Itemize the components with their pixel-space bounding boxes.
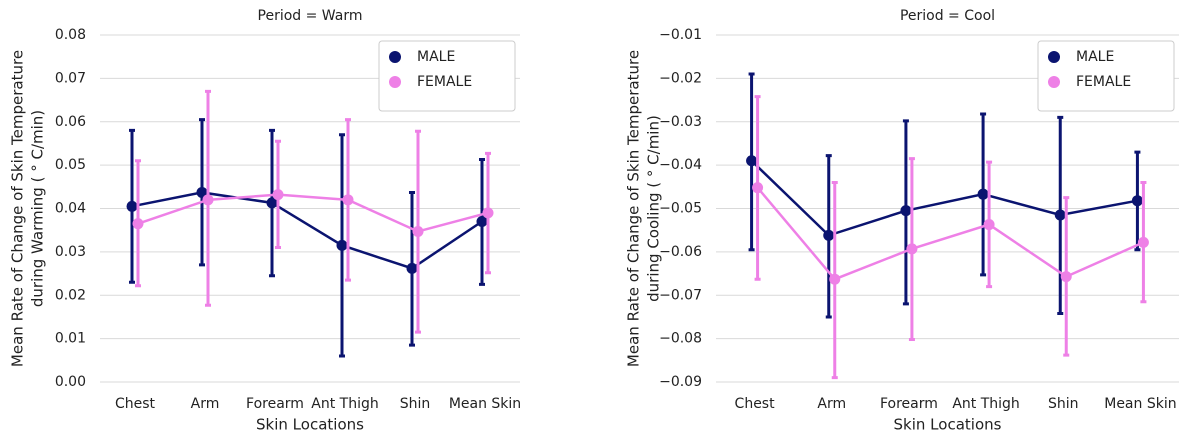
series-line [137, 193, 489, 233]
y-tick-label: 0.03 [55, 244, 86, 260]
point [412, 225, 424, 237]
x-tick-label: Mean Skin [1104, 396, 1176, 412]
legend-marker [1048, 51, 1060, 63]
series [746, 72, 1143, 319]
point [1131, 195, 1143, 207]
point [476, 216, 488, 228]
y-tick-label: −0.01 [659, 27, 702, 43]
x-tick-label: Chest [735, 396, 776, 412]
point [126, 200, 138, 212]
point [983, 219, 995, 231]
x-tick-label: Ant Thigh [311, 396, 378, 412]
x-tick-label: Forearm [880, 396, 938, 412]
y-tick-label: 0.01 [55, 331, 86, 347]
x-tick-label: Chest [115, 396, 156, 412]
y-tick-label: −0.06 [659, 244, 702, 260]
point [1054, 209, 1066, 221]
series [752, 95, 1149, 380]
y-tick-label: 0.05 [55, 157, 86, 173]
x-tick-label: Mean Skin [449, 396, 521, 412]
legend-box [1037, 40, 1175, 112]
point [906, 243, 918, 255]
point [406, 262, 418, 274]
point [202, 194, 214, 206]
point [196, 186, 208, 198]
point [746, 155, 758, 167]
point [132, 218, 144, 230]
y-tick-label: 0.00 [55, 374, 86, 390]
y-tick-label: 0.08 [55, 27, 86, 43]
y-tick-label: −0.08 [659, 331, 702, 347]
point [900, 205, 912, 217]
point [1137, 236, 1149, 248]
y-tick-label: 0.06 [55, 114, 86, 130]
chart-title: Period = Cool [900, 8, 995, 24]
x-tick-label: Arm [817, 396, 846, 412]
y-tick-label: −0.04 [659, 157, 702, 173]
legend-marker [389, 51, 401, 63]
point [272, 189, 284, 201]
y-tick-label: −0.05 [659, 201, 702, 217]
legend-label: MALE [417, 49, 455, 65]
x-tick-label: Forearm [246, 396, 304, 412]
x-axis-label: Skin Locations [894, 416, 1002, 434]
y-tick-label: 0.07 [55, 70, 86, 86]
y-tick-label: −0.07 [659, 287, 702, 303]
series-line [750, 159, 1138, 237]
point [752, 182, 764, 194]
point [977, 188, 989, 200]
y-tick-label: 0.02 [55, 287, 86, 303]
y-axis-label: during Warming ( ° C/min) [29, 110, 47, 307]
y-tick-label: −0.09 [659, 374, 702, 390]
point [823, 229, 835, 241]
point [1060, 271, 1072, 283]
chart-title: Period = Warm [258, 8, 363, 24]
point [829, 273, 841, 285]
y-axis-label: Mean Rate of Change of Skin Temperature [625, 50, 643, 367]
legend-label: FEMALE [417, 74, 472, 90]
y-tick-label: 0.04 [55, 201, 86, 217]
legend-label: FEMALE [1076, 74, 1131, 90]
y-tick-label: −0.03 [659, 114, 702, 130]
series [126, 118, 488, 358]
point [266, 197, 278, 209]
x-axis-label: Skin Locations [256, 416, 364, 434]
y-axis-label: during Cooling ( ° C/min) [645, 115, 663, 302]
point [482, 207, 494, 219]
y-tick-label: −0.02 [659, 70, 702, 86]
series-line [131, 191, 483, 270]
point [342, 194, 354, 206]
x-tick-label: Shin [1048, 396, 1079, 412]
series [132, 89, 494, 334]
legend-marker [1048, 76, 1060, 88]
series-line [756, 186, 1144, 281]
legend-label: MALE [1076, 49, 1114, 65]
point [336, 239, 348, 251]
legend-box [378, 40, 516, 112]
x-tick-label: Arm [191, 396, 220, 412]
x-tick-label: Shin [400, 396, 431, 412]
y-axis-label: Mean Rate of Change of Skin Temperature [9, 50, 27, 367]
legend-marker [389, 76, 401, 88]
x-tick-label: Ant Thigh [952, 396, 1019, 412]
